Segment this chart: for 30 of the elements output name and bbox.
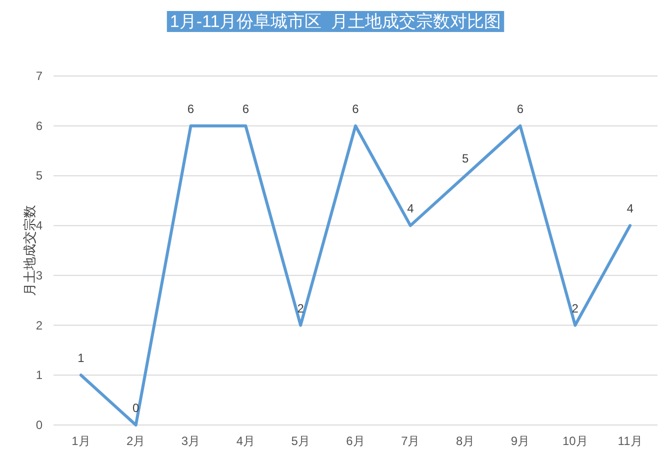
y-tick-label: 5 bbox=[36, 168, 43, 183]
x-tick-label: 7月 bbox=[401, 434, 420, 448]
y-tick-label: 7 bbox=[36, 69, 43, 83]
y-tick-label: 1 bbox=[36, 368, 43, 382]
y-tick-label: 3 bbox=[36, 268, 43, 282]
x-tick-label: 6月 bbox=[346, 434, 365, 448]
data-label: 6 bbox=[516, 102, 524, 116]
data-label: 6 bbox=[187, 102, 194, 116]
x-tick-label: 5月 bbox=[291, 434, 310, 448]
x-tick-label: 4月 bbox=[236, 434, 256, 448]
y-axis-title: 月土地成交宗数 bbox=[22, 205, 37, 296]
y-tick-label: 2 bbox=[36, 318, 43, 332]
y-tick-label: 0 bbox=[36, 418, 43, 432]
y-tick-label: 6 bbox=[36, 118, 43, 133]
data-label: 1 bbox=[78, 351, 85, 366]
data-label: 4 bbox=[626, 202, 634, 216]
x-tick-label: 8月 bbox=[456, 434, 475, 448]
x-tick-label: 2月 bbox=[126, 434, 146, 448]
y-tick-label: 4 bbox=[36, 218, 43, 233]
data-label: 4 bbox=[407, 202, 414, 216]
x-tick-label: 1月 bbox=[72, 434, 90, 448]
data-label: 2 bbox=[297, 301, 304, 316]
data-label: 6 bbox=[352, 102, 360, 116]
x-tick-label: 11月 bbox=[618, 434, 642, 448]
data-label: 5 bbox=[462, 152, 469, 166]
data-label: 6 bbox=[242, 102, 250, 116]
x-tick-label: 9月 bbox=[510, 434, 530, 448]
x-tick-label: 10月 bbox=[562, 434, 588, 448]
data-label: 2 bbox=[572, 301, 579, 316]
x-tick-label: 3月 bbox=[181, 434, 200, 448]
